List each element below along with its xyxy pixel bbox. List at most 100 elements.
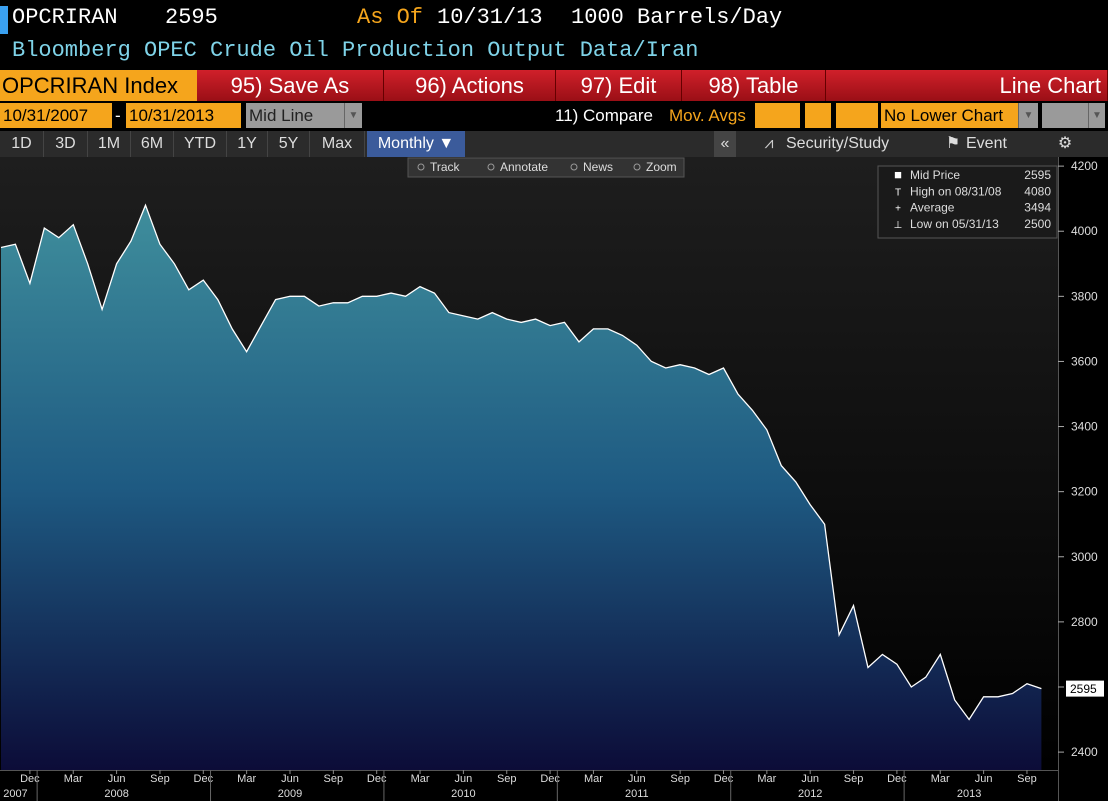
y-tick-label: 3800 [1071,289,1098,303]
study-icon: ⩘ [764,135,774,152]
menu-button[interactable]: 95) Save As [197,70,384,101]
dropdown-arrow[interactable]: ▼ [1088,103,1105,128]
collapse-button[interactable]: « [714,131,736,157]
chart: Dec Mar Jun Sep Dec Mar Jun Sep Dec Mar Jun Sep Dec M… [0,157,1104,801]
legend-box [877,165,1058,239]
x-tick-label: Mar [757,773,776,785]
period-button[interactable]: 3D [44,131,88,157]
chart-tool: Track [430,160,461,174]
period-button[interactable]: YTD [174,131,227,157]
legend-value: 2500 [1024,217,1051,231]
security-field[interactable]: OPCRIRAN Index [0,70,197,101]
x-tick-label: Dec [887,773,907,785]
units: 1000 Barrels/Day [571,5,783,30]
chart-tools [407,157,685,178]
legend-label: Mid Price [910,168,960,182]
x-tick-label: Mar [931,773,950,785]
compare-button[interactable]: 11) Compare [555,106,653,125]
frequency-select[interactable]: Monthly ▼ [367,131,465,157]
event-button[interactable]: Event [966,135,1007,152]
legend-value: 3494 [1024,201,1051,215]
tool-icon [633,163,641,171]
settings-button[interactable]: ⚙ [1057,135,1073,152]
period-button[interactable]: 1D [0,131,44,157]
year-label: 2009 [278,788,302,800]
y-tick-label: 2400 [1071,745,1098,759]
x-tick-label: Jun [108,773,126,785]
ticker-marker [0,6,8,34]
y-tick-label: 4000 [1071,224,1098,238]
year-label: 2007 [3,788,27,800]
year-label: 2013 [957,788,981,800]
description: Bloomberg OPEC Crude Oil Production Outp… [12,38,699,63]
input-box[interactable] [836,103,878,128]
x-tick-label: Dec [20,773,40,785]
price-line [0,203,1042,721]
x-tick-label: Mar [584,773,603,785]
input-box[interactable] [1042,103,1088,128]
year-label: 2008 [104,788,128,800]
y-tick-label: 2800 [1071,615,1098,629]
y-tick-label: 3000 [1071,550,1098,564]
input-box[interactable] [755,103,800,128]
style-select[interactable]: Mid Line [246,103,344,128]
dropdown-arrow[interactable]: ▼ [344,103,362,128]
x-tick-label: Dec [367,773,387,785]
input-box[interactable] [805,103,831,128]
chart-tool: Zoom [646,160,677,174]
period-button[interactable]: 1M [88,131,131,157]
x-tick-label: Jun [455,773,473,785]
y-tick-label: 3200 [1071,485,1098,499]
menu-button[interactable]: 96) Actions [384,70,556,101]
x-tick-label: Dec [194,773,214,785]
start-date[interactable]: 10/31/2007 [0,103,112,128]
x-tick-label: Sep [324,773,344,785]
period-button[interactable]: 5Y [268,131,310,157]
year-label: 2011 [625,788,649,800]
year-label: 2012 [798,788,822,800]
last-value-label: 2595 [1070,682,1097,696]
legend-icon: T [895,187,901,198]
end-date[interactable]: 10/31/2013 [126,103,241,128]
menu-button[interactable]: 97) Edit [556,70,682,101]
legend-value: 4080 [1024,184,1051,198]
x-tick-label: Mar [237,773,256,785]
chart-tool: Annotate [500,160,548,174]
legend-label: Average [910,201,955,215]
last-value-box [1066,680,1104,697]
area-fill [1,205,1042,770]
dropdown-arrow[interactable]: ▼ [1018,103,1038,128]
lower-chart-select[interactable]: No Lower Chart [881,103,1018,128]
legend-icon: ⊥ [894,220,903,231]
legend-label: High on 08/31/08 [910,184,1002,198]
period-button[interactable]: 1Y [227,131,268,157]
x-tick-label: Jun [281,773,299,785]
menu-button[interactable]: 98) Table [682,70,826,101]
legend-icon: + [895,204,901,215]
x-tick-label: Jun [628,773,646,785]
toolbar [0,131,1108,157]
view-title: Line Chart [826,70,1108,101]
year-label: 2010 [451,788,475,800]
security-study-button[interactable]: Security/Study [786,135,890,152]
y-tick-label: 3400 [1071,420,1098,434]
y-tick-label: 3600 [1071,354,1098,368]
x-tick-label: Dec [540,773,560,785]
as-of-date: 10/31/13 [437,5,543,30]
event-icon: ⚑ [945,135,961,152]
legend-icon: ■ [894,167,902,182]
date-separator: - [115,106,121,125]
as-of-label: As Of [357,5,424,30]
period-button[interactable]: Max [310,131,365,157]
period-button[interactable]: 6M [131,131,174,157]
y-tick-label: 4200 [1071,159,1098,173]
x-tick-label: Sep [497,773,517,785]
tool-icon [570,163,578,171]
x-tick-label: Jun [801,773,819,785]
mov-avgs-label: Mov. Avgs [669,106,746,125]
x-tick-label: Sep [150,773,170,785]
ticker: OPCRIRAN [12,5,118,30]
x-tick-label: Dec [714,773,734,785]
x-tick-label: Mar [64,773,83,785]
